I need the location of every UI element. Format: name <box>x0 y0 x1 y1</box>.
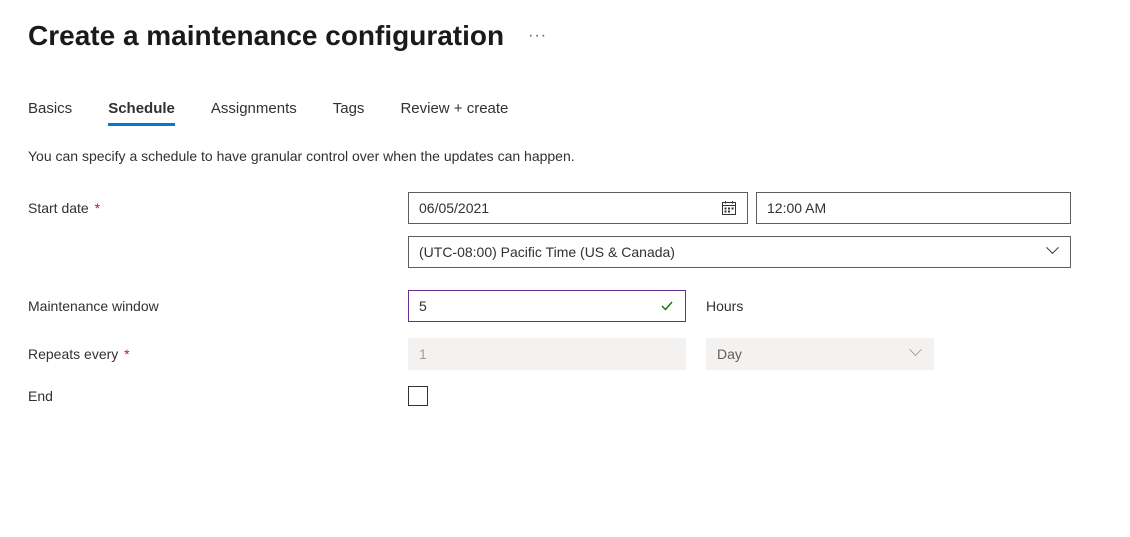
repeats-every-label: Repeats every * <box>28 346 408 362</box>
tab-description: You can specify a schedule to have granu… <box>28 148 1102 164</box>
start-date-label: Start date * <box>28 200 408 216</box>
maintenance-window-label: Maintenance window <box>28 298 408 314</box>
timezone-select[interactable]: (UTC-08:00) Pacific Time (US & Canada) <box>408 236 1071 268</box>
page-title: Create a maintenance configuration <box>28 20 504 52</box>
repeat-unit-select[interactable]: Day <box>706 338 934 370</box>
maintenance-window-input[interactable]: 5 <box>408 290 686 322</box>
checkmark-icon <box>659 298 675 314</box>
start-time-input[interactable]: 12:00 AM <box>756 192 1071 224</box>
more-actions-button[interactable]: ··· <box>528 27 547 45</box>
end-label: End <box>28 388 408 404</box>
chevron-down-icon <box>911 348 923 360</box>
tab-basics[interactable]: Basics <box>28 100 72 126</box>
calendar-icon <box>721 200 737 216</box>
end-checkbox[interactable] <box>408 386 428 406</box>
tab-schedule[interactable]: Schedule <box>108 100 175 126</box>
tab-bar: Basics Schedule Assignments Tags Review … <box>28 100 1102 126</box>
tab-assignments[interactable]: Assignments <box>211 100 297 126</box>
maintenance-window-unit-label: Hours <box>706 298 743 314</box>
start-date-input[interactable]: 06/05/2021 <box>408 192 748 224</box>
repeat-value-input[interactable]: 1 <box>408 338 686 370</box>
tab-tags[interactable]: Tags <box>333 100 365 126</box>
chevron-down-icon <box>1048 246 1060 258</box>
tab-review-create[interactable]: Review + create <box>400 100 508 126</box>
